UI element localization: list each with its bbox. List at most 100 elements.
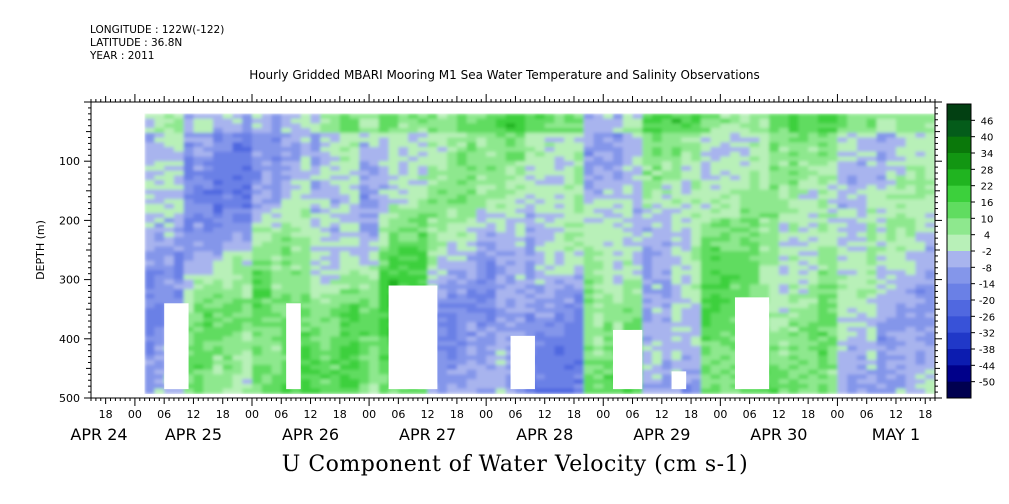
heat-cell (242, 341, 253, 347)
heat-cell (544, 322, 556, 328)
heat-cell (681, 364, 692, 371)
heat-cell (369, 331, 380, 338)
heat-cell (154, 374, 165, 380)
heat-cell (710, 118, 722, 125)
heat-cell (661, 331, 673, 338)
heat-cell (856, 327, 868, 333)
heat-cell (681, 199, 692, 205)
heat-cell (856, 251, 868, 257)
heat-cell (515, 118, 526, 125)
heat-cell (281, 194, 292, 200)
heat-cell (398, 132, 409, 139)
heat-cell (837, 142, 848, 148)
heat-cell (330, 237, 341, 243)
heat-cell (896, 289, 907, 295)
heat-cell (808, 312, 819, 319)
heat-cell (320, 118, 331, 125)
heat-cell (466, 165, 478, 172)
heat-cell (671, 180, 683, 186)
heat-cell (349, 303, 361, 309)
heat-cell (769, 251, 780, 257)
heat-cell (447, 237, 458, 243)
heat-cell (476, 241, 487, 248)
heat-cell (847, 203, 858, 210)
heat-cell (564, 227, 575, 233)
heat-cell (710, 345, 722, 352)
heat-cell (427, 388, 439, 394)
heat-cell (905, 232, 917, 238)
heat-cell (505, 213, 517, 219)
heat-cell (213, 237, 224, 243)
heat-cell (173, 270, 185, 276)
heat-cell (613, 222, 624, 229)
heat-cell (466, 374, 478, 380)
heat-cell (349, 218, 361, 224)
heat-cell (681, 293, 692, 300)
heat-cell (886, 222, 897, 229)
heat-cell (886, 128, 897, 134)
heat-cell (847, 364, 858, 371)
heat-cell (476, 208, 487, 215)
heat-cell (798, 298, 809, 304)
heat-cell (173, 128, 185, 134)
heat-cell (710, 128, 722, 134)
heat-cell (242, 388, 253, 394)
heat-cell (339, 379, 351, 385)
heat-cell (388, 128, 400, 134)
heat-cell (700, 142, 712, 148)
heat-cell (583, 289, 595, 295)
heat-cell (544, 241, 556, 248)
heat-cell (144, 180, 156, 186)
heat-cell (408, 222, 419, 229)
heat-cell (456, 180, 468, 186)
heat-cell (144, 237, 156, 243)
heat-cell (183, 388, 195, 394)
heat-cell (778, 303, 790, 309)
heat-cell (632, 270, 644, 276)
heat-cell (359, 151, 370, 158)
heat-cell (886, 147, 897, 153)
heat-cell (847, 303, 858, 309)
heat-cell (613, 255, 624, 262)
heat-cell (505, 151, 517, 158)
heat-cell (866, 336, 878, 342)
heat-cell (681, 322, 692, 328)
heat-cell (700, 218, 712, 224)
heat-cell (632, 213, 644, 219)
heat-cell (564, 218, 575, 224)
heat-cell (222, 388, 234, 394)
heat-cell (603, 147, 614, 153)
heat-cell (427, 222, 439, 229)
heat-cell (700, 322, 712, 328)
heat-cell (925, 255, 935, 262)
heat-cell (164, 232, 175, 238)
heat-cell (193, 364, 205, 371)
heat-cell (505, 327, 517, 333)
heat-cell (613, 180, 624, 186)
heat-cell (652, 246, 663, 252)
heat-cell (505, 161, 517, 167)
heat-cell (339, 322, 351, 328)
heat-cell (408, 123, 419, 129)
heat-cell (876, 194, 888, 200)
heat-cell (808, 360, 819, 366)
heat-cell (886, 241, 897, 248)
heat-cell (173, 180, 185, 186)
heat-cell (222, 137, 234, 143)
heat-cell (535, 284, 546, 290)
heat-cell (925, 341, 935, 347)
heat-cell (164, 189, 175, 196)
heat-cell (759, 147, 770, 153)
heat-cell (905, 265, 917, 271)
heat-cell (261, 161, 273, 167)
heat-cell (525, 132, 536, 139)
heat-cell (456, 132, 468, 139)
heat-cell (700, 184, 712, 191)
heat-cell (535, 232, 546, 238)
heat-cell (232, 241, 244, 248)
heat-cell (691, 132, 702, 139)
heat-cell (749, 265, 761, 271)
heat-cell (505, 388, 517, 394)
heat-cell (281, 279, 292, 286)
heat-cell (700, 360, 712, 366)
